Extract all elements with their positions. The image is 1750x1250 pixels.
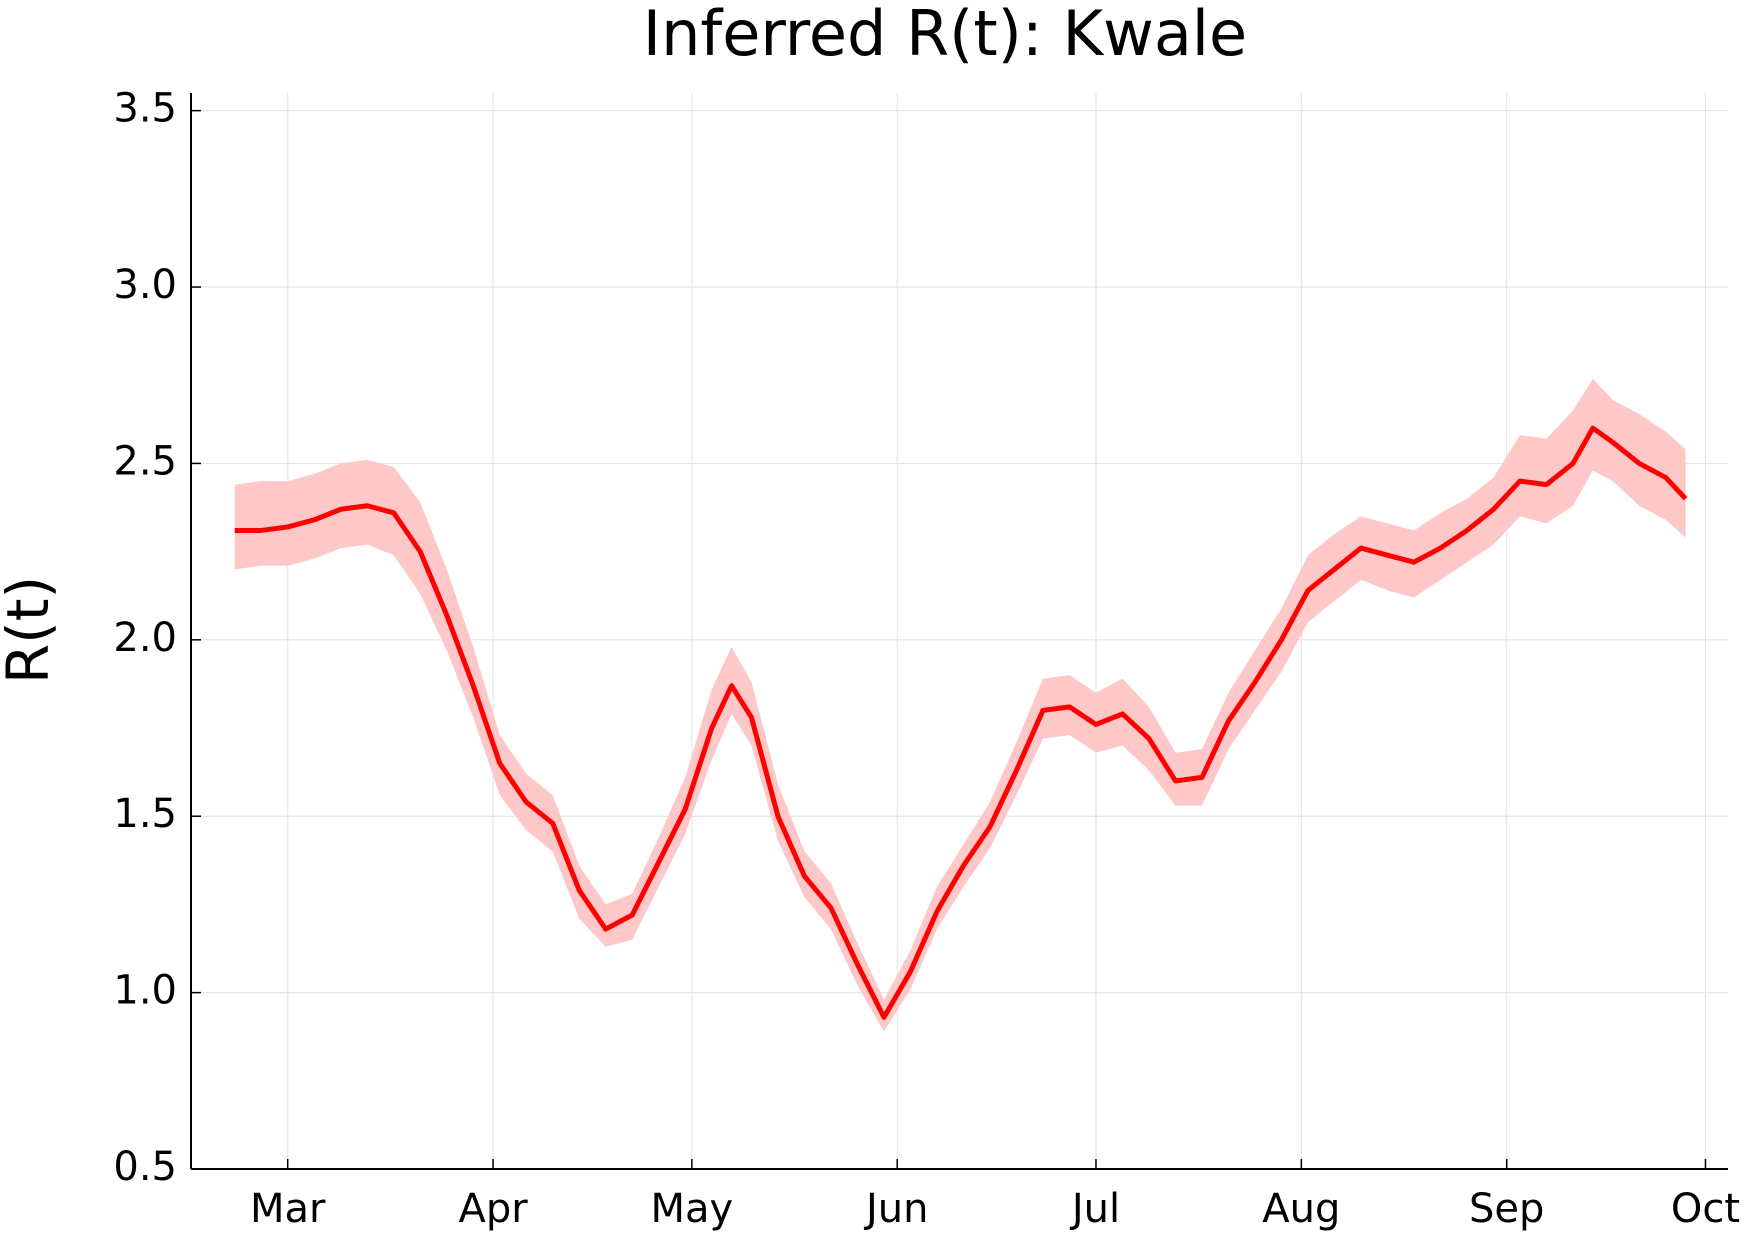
y-tick-label: 2.0	[113, 615, 177, 661]
x-tick-label: Sep	[1469, 1186, 1544, 1232]
line	[234, 425, 1688, 1020]
chart-title: Inferred R(t): Kwale	[643, 0, 1247, 70]
y-tick-label: 2.5	[113, 438, 177, 484]
y-tick-label: 1.5	[113, 791, 177, 837]
confidence-band	[234, 378, 1686, 1032]
y-tick-label: 3.0	[113, 262, 177, 308]
x-tick-label: Jun	[863, 1186, 929, 1232]
x-tick-label: Apr	[458, 1186, 528, 1232]
x-tick-label: May	[650, 1186, 733, 1232]
x-tick-label: Oct	[1671, 1186, 1740, 1232]
y-axis-label: R(t)	[0, 576, 62, 684]
y-tick-label: 1.0	[113, 968, 177, 1014]
x-tick-label: Mar	[250, 1186, 326, 1232]
y-tick-label: 0.5	[113, 1144, 177, 1190]
x-tick-label: Aug	[1262, 1186, 1340, 1232]
y-tick-label: 3.5	[113, 86, 177, 132]
x-tick-label: Jul	[1069, 1186, 1120, 1232]
